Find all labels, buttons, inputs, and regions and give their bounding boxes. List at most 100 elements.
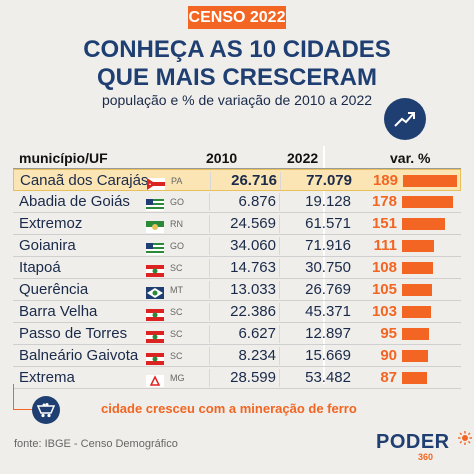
var-percent: 178 bbox=[371, 193, 397, 210]
note-connector bbox=[13, 384, 14, 410]
var-bar bbox=[403, 175, 457, 187]
note-connector-h bbox=[13, 409, 33, 410]
var-bar bbox=[402, 196, 453, 208]
pop-2022: 26.769 bbox=[305, 281, 351, 298]
poder360-logo: PODER 360 bbox=[376, 431, 472, 462]
state-code: RN bbox=[170, 219, 183, 229]
var-percent: 87 bbox=[380, 369, 397, 386]
cell-separator bbox=[280, 172, 281, 190]
var-bar bbox=[402, 372, 427, 384]
city-name: Passo de Torres bbox=[19, 325, 128, 342]
var-percent: 90 bbox=[380, 347, 397, 364]
trend-up-icon bbox=[384, 98, 426, 140]
cell-separator bbox=[279, 215, 280, 233]
pop-2010: 8.234 bbox=[238, 347, 276, 364]
census-badge: CENSO 2022 bbox=[188, 6, 286, 29]
state-code: GO bbox=[170, 241, 185, 251]
pop-2022: 71.916 bbox=[305, 237, 351, 254]
cell-separator bbox=[210, 172, 211, 190]
city-name: Querência bbox=[19, 281, 89, 298]
state-code: PA bbox=[171, 176, 183, 186]
state-flag-icon bbox=[146, 328, 164, 343]
table-row: Goianira GO 34.060 71.916 111 bbox=[13, 235, 461, 257]
state-code: SC bbox=[170, 263, 183, 273]
table-row: Barra Velha SC 22.386 45.371 103 bbox=[13, 301, 461, 323]
cell-separator bbox=[279, 303, 280, 321]
city-name: Canaã dos Carajás bbox=[20, 172, 149, 189]
cell-separator bbox=[279, 237, 280, 255]
table-row: Abadia de Goiás GO 6.876 19.128 178 bbox=[13, 191, 461, 213]
var-percent: 108 bbox=[371, 259, 397, 276]
pop-2022: 12.897 bbox=[305, 325, 351, 342]
table-row: Extremoz RN 24.569 61.571 151 bbox=[13, 213, 461, 235]
state-flag-icon bbox=[146, 306, 164, 321]
var-bar bbox=[402, 350, 428, 362]
state-flag-icon bbox=[146, 196, 164, 211]
cell-separator bbox=[209, 193, 210, 211]
city-name: Extrema bbox=[19, 369, 75, 386]
cell-separator bbox=[209, 215, 210, 233]
cell-separator bbox=[209, 347, 210, 365]
logo-sub: 360 bbox=[418, 452, 434, 462]
pop-2022: 15.669 bbox=[305, 347, 351, 364]
var-percent: 103 bbox=[371, 303, 397, 320]
state-code: MG bbox=[170, 373, 185, 383]
city-name: Balneário Gaivota bbox=[19, 347, 139, 364]
data-table: Canaã dos Carajás PA 26.716 77.079 189 Abadia… bbox=[13, 169, 461, 389]
table-row: Canaã dos Carajás PA 26.716 77.079 189 bbox=[13, 169, 461, 191]
state-code: SC bbox=[170, 329, 183, 339]
page-title-line1: CONHEÇA AS 10 CIDADES bbox=[83, 36, 391, 63]
cell-separator bbox=[209, 237, 210, 255]
state-code: MT bbox=[170, 285, 183, 295]
var-bar bbox=[402, 262, 433, 274]
cell-separator bbox=[279, 369, 280, 387]
pop-2010: 22.386 bbox=[230, 303, 276, 320]
cell-separator bbox=[279, 193, 280, 211]
city-name: Itapoá bbox=[19, 259, 61, 276]
sun-icon bbox=[458, 431, 472, 445]
pop-2010: 24.569 bbox=[230, 215, 276, 232]
var-bar bbox=[402, 218, 445, 230]
table-row: Balneário Gaivota SC 8.234 15.669 90 bbox=[13, 345, 461, 367]
cell-separator bbox=[279, 259, 280, 277]
pop-2022: 19.128 bbox=[305, 193, 351, 210]
var-percent: 189 bbox=[372, 172, 398, 189]
cell-separator bbox=[209, 259, 210, 277]
var-percent: 111 bbox=[373, 237, 397, 254]
cell-separator bbox=[279, 281, 280, 299]
pop-2022: 53.482 bbox=[305, 369, 351, 386]
header-2022: 2022 bbox=[287, 150, 319, 166]
pop-2010: 26.716 bbox=[231, 172, 277, 189]
pop-2022: 77.079 bbox=[306, 172, 352, 189]
cell-separator bbox=[209, 281, 210, 299]
state-flag-icon bbox=[146, 284, 164, 299]
cell-separator bbox=[209, 325, 210, 343]
pop-2010: 13.033 bbox=[230, 281, 276, 298]
page-title-line2: QUE MAIS CRESCERAM bbox=[96, 64, 378, 91]
var-percent: 151 bbox=[371, 215, 397, 232]
logo-main: PODER bbox=[376, 431, 450, 453]
var-bar bbox=[402, 284, 432, 296]
header-var: var. % bbox=[390, 150, 431, 166]
var-percent: 105 bbox=[371, 281, 397, 298]
page-subtitle: população e % de variação de 2010 a 2022 bbox=[101, 92, 373, 108]
column-divider bbox=[323, 146, 325, 384]
state-code: SC bbox=[170, 351, 183, 361]
state-code: GO bbox=[170, 197, 185, 207]
table-row: Extrema MG 28.599 53.482 87 bbox=[13, 367, 461, 389]
var-bar bbox=[402, 306, 431, 318]
mining-note: cidade cresceu com a mineração de ferro bbox=[101, 401, 357, 416]
pop-2010: 28.599 bbox=[230, 369, 276, 386]
pop-2010: 6.876 bbox=[238, 193, 276, 210]
state-flag-icon bbox=[146, 240, 164, 255]
state-flag-icon bbox=[146, 262, 164, 277]
pop-2022: 45.371 bbox=[305, 303, 351, 320]
cell-separator bbox=[209, 303, 210, 321]
table-row: Querência MT 13.033 26.769 105 bbox=[13, 279, 461, 301]
pop-2010: 14.763 bbox=[230, 259, 276, 276]
state-code: SC bbox=[170, 307, 183, 317]
state-flag-icon bbox=[146, 218, 164, 233]
header-divider bbox=[13, 168, 461, 169]
header-2010: 2010 bbox=[206, 150, 238, 166]
table-row: Itapoá SC 14.763 30.750 108 bbox=[13, 257, 461, 279]
